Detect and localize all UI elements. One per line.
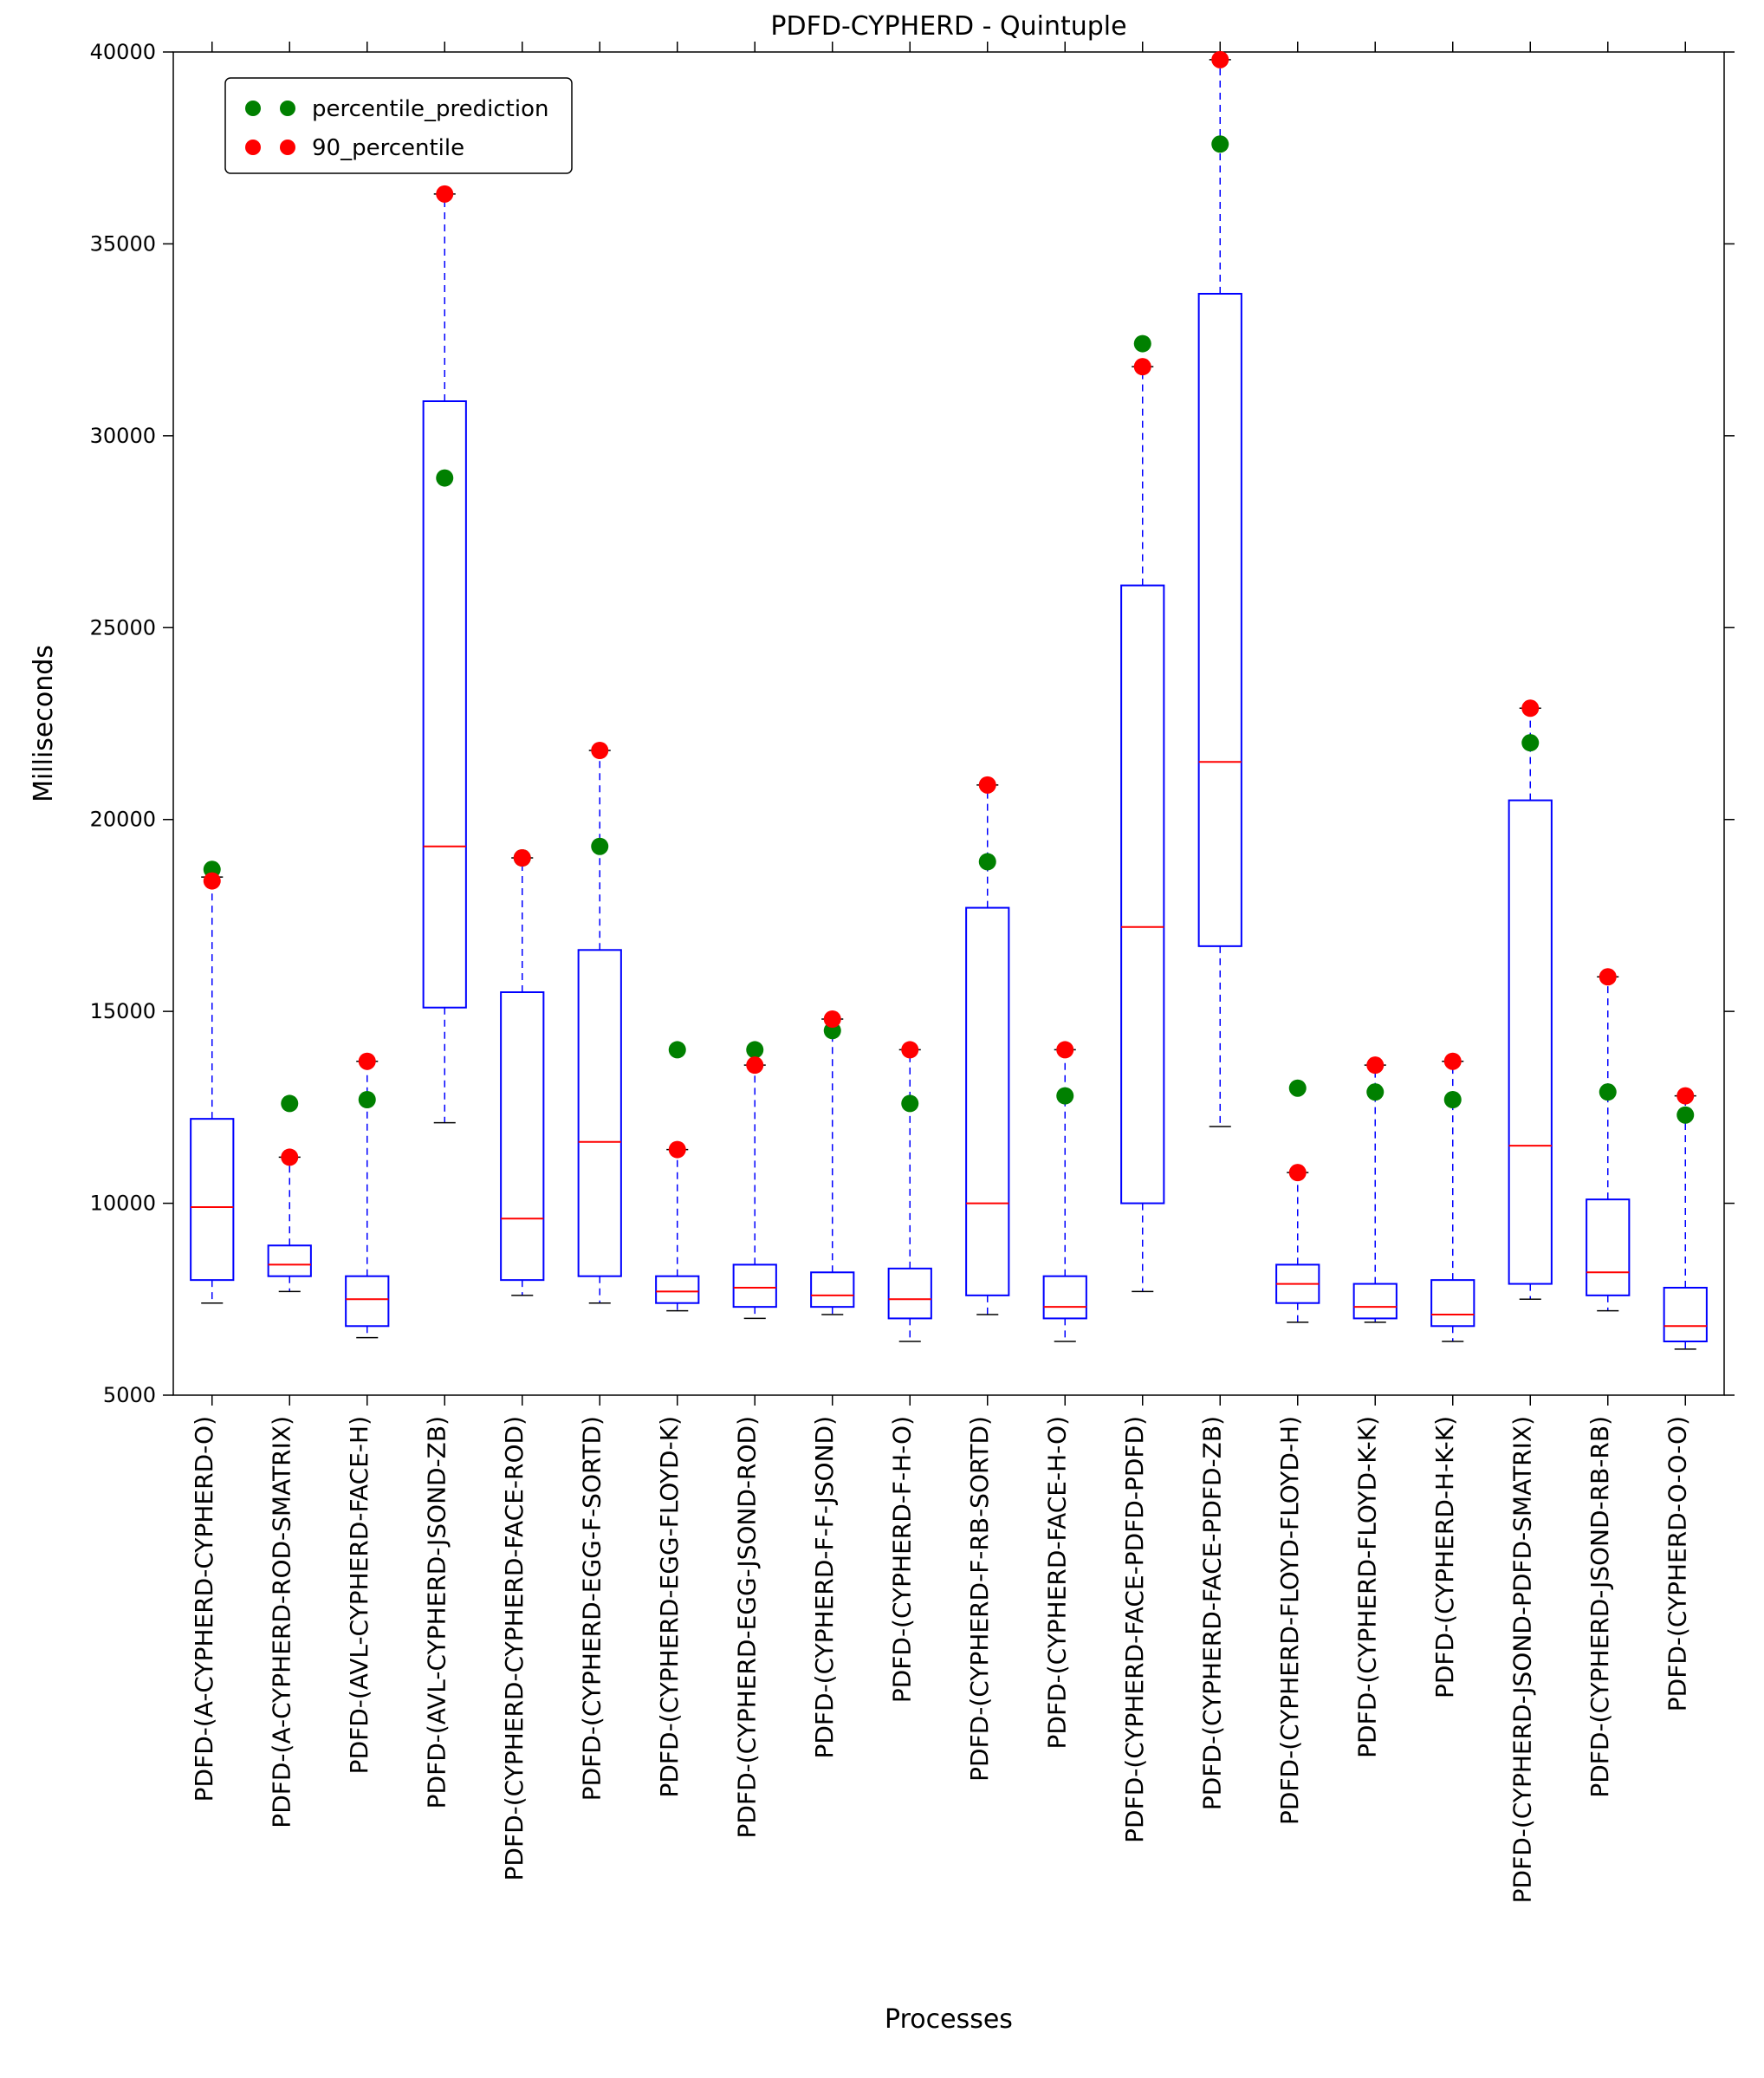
p90-point bbox=[1444, 1053, 1462, 1070]
box bbox=[656, 1276, 698, 1303]
box bbox=[1044, 1276, 1086, 1319]
percentile-prediction-point bbox=[1134, 335, 1151, 353]
box bbox=[734, 1264, 776, 1307]
y-axis-label: Milliseconds bbox=[29, 645, 59, 802]
p90-point bbox=[1366, 1056, 1384, 1074]
percentile-prediction-point bbox=[669, 1041, 686, 1058]
ytick-label: 15000 bbox=[90, 999, 156, 1023]
p90-point bbox=[436, 185, 453, 203]
xtick-label: PDFD-(CYPHERD-JSOND-PDFD-SMATRIX) bbox=[1508, 1416, 1536, 1903]
legend-label: 90_percentile bbox=[312, 135, 464, 161]
box bbox=[811, 1272, 853, 1307]
xtick-label: PDFD-(CYPHERD-EGG-F-SORTD) bbox=[577, 1416, 606, 1801]
p90-point bbox=[1056, 1041, 1073, 1058]
p90-point bbox=[359, 1053, 376, 1070]
percentile-prediction-point bbox=[281, 1094, 298, 1112]
legend-marker bbox=[245, 140, 261, 155]
legend-marker bbox=[280, 140, 295, 155]
ytick-label: 10000 bbox=[90, 1192, 156, 1216]
p90-point bbox=[979, 776, 996, 794]
p90-point bbox=[591, 742, 608, 759]
p90-point bbox=[824, 1010, 841, 1028]
p90-point bbox=[1211, 51, 1229, 68]
boxplot-svg: 5000 10000 15000 20000 25000 30000 35000 40000 P… bbox=[0, 0, 1764, 2078]
xtick-label: PDFD-(CYPHERD-O-O-O) bbox=[1663, 1416, 1691, 1711]
percentile-prediction-point bbox=[746, 1041, 763, 1058]
percentile-prediction-point bbox=[1289, 1080, 1307, 1097]
percentile-prediction-point bbox=[1676, 1107, 1694, 1124]
percentile-prediction-point bbox=[1366, 1083, 1384, 1101]
percentile-prediction-point bbox=[1056, 1088, 1073, 1105]
p90-point bbox=[514, 849, 531, 867]
legend-label: percentile_prediction bbox=[312, 96, 548, 122]
xtick-label: PDFD-(CYPHERD-EGG-FLOYD-K) bbox=[655, 1416, 684, 1798]
percentile-prediction-point bbox=[1521, 734, 1539, 751]
box bbox=[424, 401, 466, 1008]
ytick-label: 20000 bbox=[90, 808, 156, 832]
p90-point bbox=[1289, 1164, 1307, 1181]
xtick-label: PDFD-(CYPHERD-FACE-H-O) bbox=[1042, 1416, 1071, 1750]
box bbox=[1199, 294, 1242, 946]
ytick-label: 25000 bbox=[90, 615, 156, 640]
xtick-label: PDFD-(CYPHERD-FLOYD-K-K) bbox=[1352, 1416, 1381, 1758]
ytick-label: 5000 bbox=[103, 1383, 156, 1407]
percentile-prediction-point bbox=[979, 853, 996, 870]
p90-point bbox=[746, 1056, 763, 1074]
box bbox=[346, 1276, 388, 1327]
percentile-prediction-point bbox=[1599, 1083, 1617, 1101]
xtick-label: PDFD-(CYPHERD-EGG-JSOND-ROD) bbox=[732, 1416, 761, 1838]
box bbox=[1509, 801, 1552, 1284]
p90-point bbox=[1599, 968, 1617, 985]
xtick-label: PDFD-(AVL-CYPHERD-FACE-H) bbox=[345, 1416, 373, 1774]
box bbox=[1354, 1284, 1397, 1319]
xtick-label: PDFD-(CYPHERD-JSOND-RB-RB) bbox=[1586, 1416, 1614, 1798]
xtick-label: PDFD-(A-CYPHERD-ROD-SMATRIX) bbox=[267, 1416, 295, 1828]
percentile-prediction-point bbox=[1444, 1091, 1462, 1108]
box bbox=[1121, 586, 1164, 1204]
p90-point bbox=[1521, 699, 1539, 717]
legend-marker bbox=[280, 101, 295, 116]
x-axis-label: Processes bbox=[885, 2004, 1013, 2035]
ytick-label: 40000 bbox=[90, 40, 156, 64]
box bbox=[1664, 1288, 1707, 1341]
legend-marker bbox=[245, 101, 261, 116]
p90-point bbox=[1676, 1088, 1694, 1105]
box bbox=[966, 908, 1008, 1296]
p90-point bbox=[281, 1148, 298, 1166]
xtick-label: PDFD-(CYPHERD-F-RB-SORTD) bbox=[965, 1416, 994, 1782]
percentile-prediction-point bbox=[359, 1091, 376, 1108]
ytick-label: 35000 bbox=[90, 231, 156, 256]
box bbox=[889, 1269, 931, 1319]
p90-point bbox=[204, 873, 221, 890]
box bbox=[579, 950, 621, 1276]
percentile-prediction-point bbox=[901, 1094, 918, 1112]
box bbox=[1431, 1280, 1474, 1326]
p90-point bbox=[1134, 358, 1151, 375]
p90-point bbox=[901, 1041, 918, 1058]
xtick-label: PDFD-(CYPHERD-FLOYD-FLOYD-H) bbox=[1275, 1416, 1304, 1825]
xtick-label: PDFD-(CYPHERD-FACE-PDFD-ZB) bbox=[1197, 1416, 1226, 1810]
chart-container: 5000 10000 15000 20000 25000 30000 35000 40000 P… bbox=[0, 0, 1764, 2078]
xtick-label: PDFD-(CYPHERD-CYPHERD-FACE-ROD) bbox=[500, 1416, 529, 1880]
ytick-label: 30000 bbox=[90, 424, 156, 448]
box bbox=[191, 1119, 233, 1280]
plot-frame bbox=[173, 52, 1724, 1395]
xtick-label: PDFD-(CYPHERD-H-K-K) bbox=[1430, 1416, 1459, 1698]
xtick-label: PDFD-(CYPHERD-FACE-PDFD-PDFD) bbox=[1120, 1416, 1149, 1843]
box bbox=[501, 992, 543, 1280]
box bbox=[269, 1245, 311, 1276]
percentile-prediction-point bbox=[591, 838, 608, 855]
chart-title: PDFD-CYPHERD - Quintuple bbox=[770, 11, 1126, 42]
box bbox=[1586, 1199, 1629, 1296]
percentile-prediction-point bbox=[1211, 135, 1229, 153]
xtick-label: PDFD-(CYPHERD-F-F-JSOND) bbox=[810, 1416, 839, 1759]
xtick-label: PDFD-(AVL-CYPHERD-JSOND-ZB) bbox=[422, 1416, 451, 1809]
percentile-prediction-point bbox=[436, 470, 453, 487]
legend: percentile_prediction 90_percentile bbox=[225, 78, 572, 173]
xtick-label: PDFD-(A-CYPHERD-CYPHERD-O) bbox=[190, 1416, 218, 1802]
xtick-label: PDFD-(CYPHERD-F-H-O) bbox=[887, 1416, 916, 1703]
p90-point bbox=[669, 1141, 686, 1159]
